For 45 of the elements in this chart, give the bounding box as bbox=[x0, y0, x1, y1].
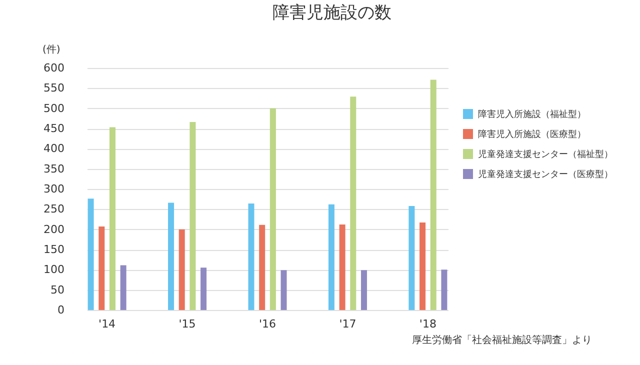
x-tick-label: '14 bbox=[98, 318, 116, 330]
y-tick-label: 600 bbox=[44, 62, 64, 74]
bar bbox=[190, 122, 196, 310]
bar bbox=[280, 270, 287, 310]
y-tick-label: 150 bbox=[44, 243, 64, 256]
y-tick-label: 400 bbox=[44, 142, 64, 156]
bar bbox=[88, 198, 94, 310]
x-tick-label: '16 bbox=[258, 318, 276, 330]
bar bbox=[98, 226, 105, 310]
bar bbox=[259, 224, 266, 310]
bar bbox=[430, 80, 436, 310]
bar bbox=[178, 229, 185, 310]
bar bbox=[408, 206, 415, 310]
y-tick-label: 450 bbox=[44, 122, 64, 135]
bar bbox=[339, 224, 346, 310]
y-tick-label: 500 bbox=[44, 102, 64, 115]
bar bbox=[328, 204, 334, 310]
bar bbox=[360, 270, 367, 310]
y-tick-label: 350 bbox=[44, 162, 64, 176]
bar bbox=[248, 204, 254, 310]
y-tick-label: 250 bbox=[44, 202, 64, 216]
y-tick-label: 50 bbox=[50, 283, 64, 296]
legend-label: 障害児入所施設（福祉型） bbox=[478, 109, 586, 120]
bar bbox=[350, 96, 356, 310]
bar bbox=[270, 108, 276, 310]
y-tick-label: 300 bbox=[44, 182, 64, 196]
bar bbox=[109, 127, 116, 310]
bar bbox=[441, 270, 448, 310]
legend-label: 児童発達支援センター（医療型） bbox=[478, 169, 613, 180]
x-tick-label: '15 bbox=[178, 318, 196, 330]
chart-title: 障害児施設の数 bbox=[272, 3, 392, 23]
bar bbox=[200, 268, 207, 310]
bar bbox=[168, 202, 174, 310]
bar bbox=[120, 265, 126, 310]
x-tick-label: '18 bbox=[419, 318, 436, 330]
x-tick-label: '17 bbox=[339, 318, 356, 330]
y-tick-label: 100 bbox=[44, 263, 64, 276]
legend-label: 障害児入所施設（医療型） bbox=[478, 129, 586, 140]
legend-label: 児童発達支援センター（福祉型） bbox=[478, 149, 613, 160]
y-axis-title: (件) bbox=[42, 44, 60, 56]
y-tick-label: 550 bbox=[44, 82, 64, 95]
text: 厚生労働省「社会福祉施設等調査」より bbox=[412, 334, 592, 346]
y-tick-label: 200 bbox=[44, 222, 64, 236]
y-tick-label: 0 bbox=[58, 304, 64, 316]
bar bbox=[420, 222, 426, 310]
